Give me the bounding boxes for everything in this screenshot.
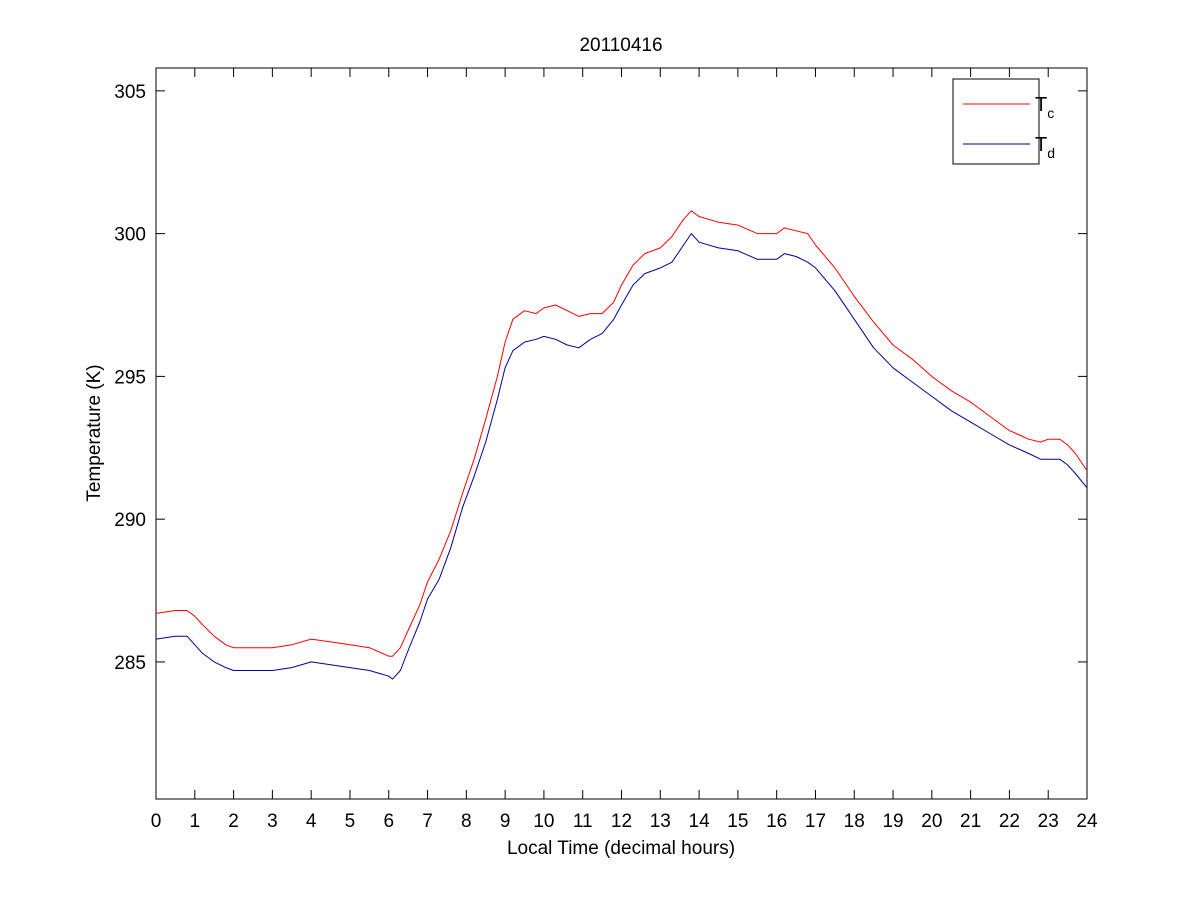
- x-tick-label: 22: [999, 811, 1020, 832]
- legend-label-td-main: T: [1035, 134, 1047, 156]
- x-tick-label: 3: [267, 811, 278, 832]
- x-tick-label: 19: [882, 811, 903, 832]
- series-lines: [155, 210, 1088, 680]
- legend-label-tc: Tc: [1035, 94, 1054, 121]
- x-tick-label: 23: [1038, 811, 1059, 832]
- y-axis-label: Temperature (K): [84, 364, 105, 501]
- y-tick-label: 285: [114, 653, 146, 674]
- legend-label-tc-subscript: c: [1047, 105, 1054, 121]
- axis-ticks: 0 1 2 3 4 5 6 7 8 9 10 11 12 13 14 15 16 17 18 19 20 21 22 23 24…: [114, 68, 1098, 832]
- x-axis-label: Local Time (decimal hours): [507, 838, 735, 859]
- x-tick-label: 4: [306, 811, 317, 832]
- x-tick-label: 2: [228, 811, 239, 832]
- legend-label-td: Td: [1035, 134, 1055, 161]
- x-tick-label: 13: [650, 811, 671, 832]
- x-tick-label: 0: [151, 811, 162, 832]
- x-tick-label: 16: [766, 811, 787, 832]
- legend-box: [952, 78, 1040, 165]
- legend-label-td-subscript: d: [1047, 145, 1055, 161]
- x-tick-label: 17: [805, 811, 826, 832]
- x-tick-label: 7: [422, 811, 433, 832]
- series-line-td: [155, 233, 1088, 680]
- y-tick-label: 290: [114, 510, 146, 531]
- series-line-tc: [155, 210, 1088, 657]
- x-tick-label: 20: [921, 811, 942, 832]
- x-tick-label: 8: [461, 811, 472, 832]
- x-tick-label: 18: [844, 811, 865, 832]
- y-tick-label: 300: [114, 225, 146, 246]
- x-tick-label: 9: [500, 811, 511, 832]
- x-tick-label: 24: [1076, 811, 1098, 832]
- x-tick-label: 6: [383, 811, 394, 832]
- x-tick-label: 1: [190, 811, 201, 832]
- legend: Tc Td: [952, 78, 1055, 165]
- y-tick-label: 305: [114, 82, 146, 103]
- chart-title: 20110416: [579, 35, 662, 56]
- x-tick-label: 15: [727, 811, 748, 832]
- x-tick-label: 14: [689, 811, 711, 832]
- x-tick-label: 5: [345, 811, 356, 832]
- x-tick-label: 12: [611, 811, 632, 832]
- x-tick-label: 10: [533, 811, 554, 832]
- x-tick-label: 11: [573, 811, 593, 832]
- plot-area: [155, 67, 1088, 800]
- legend-label-tc-main: T: [1035, 94, 1047, 116]
- y-tick-label: 295: [114, 367, 146, 388]
- x-tick-label: 21: [960, 811, 981, 832]
